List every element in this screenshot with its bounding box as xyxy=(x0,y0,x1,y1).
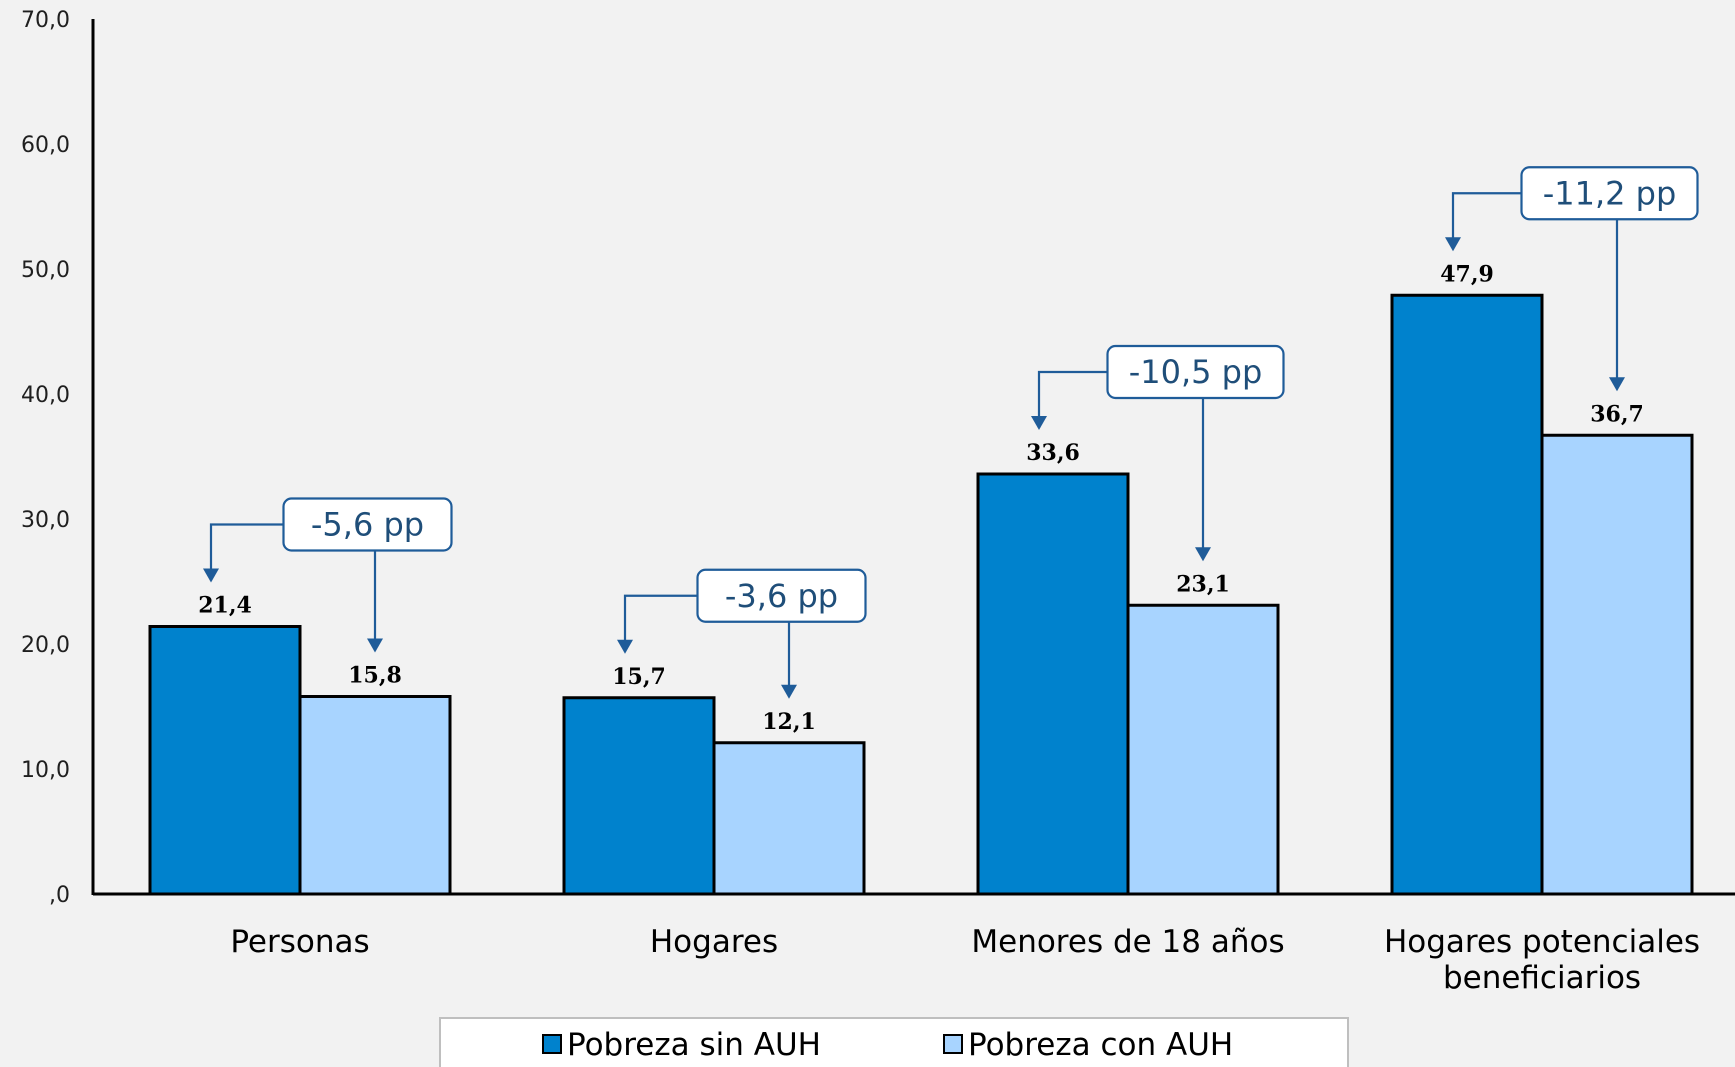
arrow-head xyxy=(1609,377,1625,392)
difference-label: -10,5 pp xyxy=(1129,353,1263,391)
difference-box xyxy=(696,568,867,623)
arrow-head xyxy=(781,684,797,699)
category-label: Personas xyxy=(230,924,369,960)
y-tick-label: 10,0 xyxy=(21,758,70,783)
y-tick-label: 40,0 xyxy=(21,383,70,408)
arrow-head xyxy=(203,568,219,583)
bar xyxy=(1540,433,1694,896)
value-label: 36,7 xyxy=(1590,401,1644,427)
arrow-line xyxy=(623,594,698,652)
difference-label: -11,2 pp xyxy=(1543,174,1677,212)
bar xyxy=(298,695,452,896)
legend-box xyxy=(439,1017,1349,1067)
difference-box xyxy=(1106,344,1285,400)
difference-label: -5,6 pp xyxy=(311,506,424,544)
arrow-line xyxy=(1451,192,1522,250)
category-labels: Personas Hogares Menores de 18 años Hogares… xyxy=(230,924,1700,996)
value-label: 21,4 xyxy=(198,593,252,619)
value-label: 33,6 xyxy=(1026,440,1080,466)
difference-annotations: -5,6 pp -3,6 pp -10,5 pp -11,2 pp xyxy=(203,166,1699,699)
bar xyxy=(1390,293,1544,896)
arrow-head xyxy=(617,639,633,654)
y-tick-label: ,0 xyxy=(49,883,70,908)
y-axis-ticks: ,0 10,0 20,0 30,0 40,0 50,0 60,0 70,0 xyxy=(21,8,70,908)
arrow-line xyxy=(1037,370,1108,428)
legend-label: Pobreza con AUH xyxy=(968,1027,1233,1063)
value-label: 15,7 xyxy=(612,664,666,690)
difference-box xyxy=(1520,166,1699,221)
category-label: beneficiarios xyxy=(1443,960,1641,996)
bar xyxy=(562,696,716,896)
bars xyxy=(148,293,1694,896)
arrow-head xyxy=(1195,547,1211,562)
legend: Pobreza sin AUH Pobreza con AUH xyxy=(439,1017,1349,1067)
axes xyxy=(91,19,1735,896)
arrow-line xyxy=(209,523,284,581)
y-tick-label: 30,0 xyxy=(21,508,70,533)
value-label: 12,1 xyxy=(762,709,816,735)
bar xyxy=(1126,603,1280,896)
y-tick-label: 20,0 xyxy=(21,633,70,658)
value-labels: 21,4 15,8 15,7 12,1 33,6 23,1 47,9 36,7 xyxy=(198,261,1644,735)
difference-label: -3,6 pp xyxy=(725,577,838,615)
bar xyxy=(976,472,1130,896)
value-label: 23,1 xyxy=(1176,571,1230,597)
y-tick-label: 70,0 xyxy=(21,8,70,33)
legend-swatch xyxy=(542,1034,562,1054)
category-label: Menores de 18 años xyxy=(971,924,1284,960)
category-label: Hogares potenciales xyxy=(1384,924,1700,960)
arrow-head xyxy=(367,638,383,653)
value-label: 47,9 xyxy=(1440,261,1494,287)
value-label: 15,8 xyxy=(348,663,402,689)
arrow-head xyxy=(1445,237,1461,252)
legend-label: Pobreza sin AUH xyxy=(567,1027,821,1063)
bar xyxy=(148,625,302,896)
y-tick-label: 50,0 xyxy=(21,258,70,283)
category-label: Hogares xyxy=(650,924,778,960)
arrow-head xyxy=(1031,416,1047,430)
bar xyxy=(712,741,866,896)
difference-box xyxy=(282,497,453,552)
y-tick-label: 60,0 xyxy=(21,133,70,158)
legend-swatch xyxy=(943,1034,963,1054)
